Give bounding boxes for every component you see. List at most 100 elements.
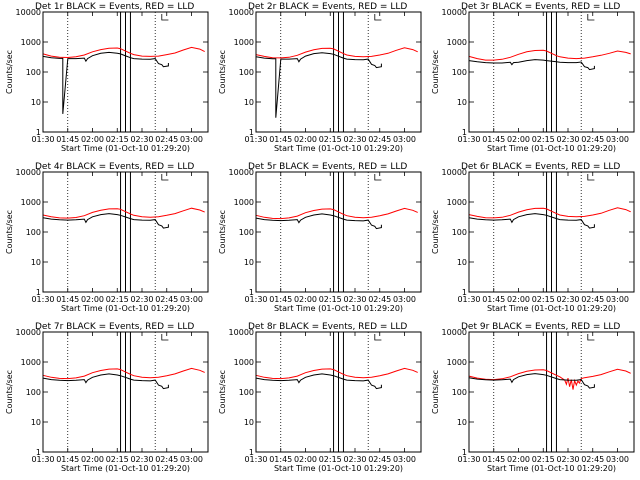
x-tick-label: 02:15	[106, 295, 129, 304]
y-tick-label: 10	[457, 418, 467, 427]
series-line-events	[42, 51, 169, 114]
y-axis-label: Counts/sec	[5, 50, 14, 94]
x-tick-label: 01:45	[56, 135, 79, 144]
y-tick-label: 1	[36, 288, 41, 297]
x-tick-label: 02:00	[81, 135, 104, 144]
chart-title: Det 8r BLACK = Events, RED = LLD	[248, 322, 407, 332]
y-tick-label: 10000	[442, 168, 467, 177]
chart-panel-2: Det 2r BLACK = Events, RED = LLD 01:30 01:…	[218, 2, 422, 153]
y-axis-label: Counts/sec	[431, 210, 440, 254]
y-tick-label: 100	[452, 388, 467, 397]
x-tick-label: 02:15	[319, 295, 342, 304]
x-tick-label: 02:45	[368, 295, 391, 304]
x-axis-label: Start Time (01-Oct-10 01:29:20)	[61, 464, 190, 473]
x-tick-label: 02:45	[581, 135, 604, 144]
y-tick-label: 1000	[21, 198, 41, 207]
y-tick-label: 10	[457, 258, 467, 267]
x-tick-label: 01:30	[31, 455, 54, 464]
x-tick-label: 02:30	[556, 455, 579, 464]
x-tick-label: 02:00	[507, 455, 530, 464]
series-line-lld	[42, 207, 205, 219]
y-tick-label: 10	[244, 418, 254, 427]
x-tick-label: 02:45	[581, 295, 604, 304]
y-tick-label: 100	[239, 68, 254, 77]
chart-title: Det 1r BLACK = Events, RED = LLD	[35, 2, 194, 12]
x-tick-label: 02:00	[507, 295, 530, 304]
chart-panel-9: Det 9r BLACK = Events, RED = LLD 01:30 01:…	[431, 322, 635, 473]
chart-panel-5: Det 5r BLACK = Events, RED = LLD 01:30 01:…	[218, 162, 422, 313]
x-tick-label: 02:45	[155, 455, 178, 464]
x-tick-label: 03:00	[393, 295, 416, 304]
interval-marker	[161, 174, 169, 181]
x-tick-label: 03:00	[180, 295, 203, 304]
y-tick-label: 10	[31, 258, 41, 267]
chart-panel-7: Det 7r BLACK = Events, RED = LLD 01:30 01:…	[5, 322, 209, 473]
x-tick-label: 01:30	[244, 455, 267, 464]
chart-panel-1: Det 1r BLACK = Events, RED = LLD 01:30 01:…	[5, 2, 209, 153]
x-tick-label: 03:00	[606, 455, 629, 464]
y-tick-label: 100	[26, 388, 41, 397]
series-line-events	[42, 213, 169, 229]
x-axis-label: Start Time (01-Oct-10 01:29:20)	[274, 464, 403, 473]
x-tick-label: 02:00	[81, 455, 104, 464]
series-line-lld	[255, 367, 418, 380]
x-tick-label: 02:00	[81, 295, 104, 304]
y-tick-label: 1	[462, 448, 467, 457]
interval-marker	[587, 174, 595, 181]
x-tick-label: 03:00	[606, 135, 629, 144]
y-tick-label: 1	[462, 128, 467, 137]
y-tick-label: 1000	[447, 358, 467, 367]
series-line-lld	[468, 368, 631, 390]
x-tick-label: 02:30	[130, 295, 153, 304]
y-axis-label: Counts/sec	[5, 370, 14, 414]
y-tick-label: 10000	[229, 328, 254, 337]
chart-title: Det 5r BLACK = Events, RED = LLD	[248, 162, 407, 172]
series-line-events	[42, 373, 169, 390]
interval-marker	[161, 14, 169, 21]
y-tick-label: 100	[452, 228, 467, 237]
x-tick-label: 01:30	[244, 295, 267, 304]
x-tick-label: 01:30	[457, 455, 480, 464]
y-tick-label: 10000	[16, 8, 41, 17]
y-tick-label: 1	[249, 288, 254, 297]
x-axis-label: Start Time (01-Oct-10 01:29:20)	[487, 304, 616, 313]
x-tick-label: 03:00	[180, 455, 203, 464]
x-tick-label: 01:30	[31, 295, 54, 304]
y-tick-label: 10000	[229, 168, 254, 177]
chart-title: Det 9r BLACK = Events, RED = LLD	[461, 322, 620, 332]
y-axis-label: Counts/sec	[218, 50, 227, 94]
series-line-events	[255, 52, 382, 118]
x-tick-label: 03:00	[393, 455, 416, 464]
chart-title: Det 4r BLACK = Events, RED = LLD	[35, 162, 194, 172]
chart-panel-4: Det 4r BLACK = Events, RED = LLD 01:30 01:…	[5, 162, 209, 313]
y-tick-label: 100	[26, 228, 41, 237]
y-tick-label: 10	[31, 418, 41, 427]
chart-panel-6: Det 6r BLACK = Events, RED = LLD 01:30 01:…	[431, 162, 635, 313]
x-tick-label: 02:45	[155, 295, 178, 304]
y-tick-label: 1000	[234, 358, 254, 367]
x-axis-label: Start Time (01-Oct-10 01:29:20)	[487, 464, 616, 473]
y-tick-label: 10	[31, 98, 41, 107]
x-tick-label: 02:30	[343, 135, 366, 144]
x-tick-label: 02:30	[556, 135, 579, 144]
x-tick-label: 02:15	[319, 135, 342, 144]
y-axis-label: Counts/sec	[5, 210, 14, 254]
series-line-events	[255, 373, 382, 390]
x-axis-label: Start Time (01-Oct-10 01:29:20)	[274, 304, 403, 313]
x-axis-label: Start Time (01-Oct-10 01:29:20)	[61, 304, 190, 313]
x-tick-label: 01:45	[482, 455, 505, 464]
x-tick-label: 01:45	[269, 295, 292, 304]
x-tick-label: 02:30	[343, 295, 366, 304]
x-tick-label: 02:15	[532, 295, 555, 304]
x-tick-label: 03:00	[180, 135, 203, 144]
chart-title: Det 6r BLACK = Events, RED = LLD	[461, 162, 620, 172]
x-tick-label: 02:00	[507, 135, 530, 144]
series-line-lld	[42, 367, 205, 380]
x-tick-label: 01:30	[31, 135, 54, 144]
y-tick-label: 1000	[447, 198, 467, 207]
x-tick-label: 02:45	[368, 455, 391, 464]
series-line-events	[468, 373, 595, 389]
chart-panel-3: Det 3r BLACK = Events, RED = LLD 01:30 01:…	[431, 2, 635, 153]
y-tick-label: 10	[457, 98, 467, 107]
